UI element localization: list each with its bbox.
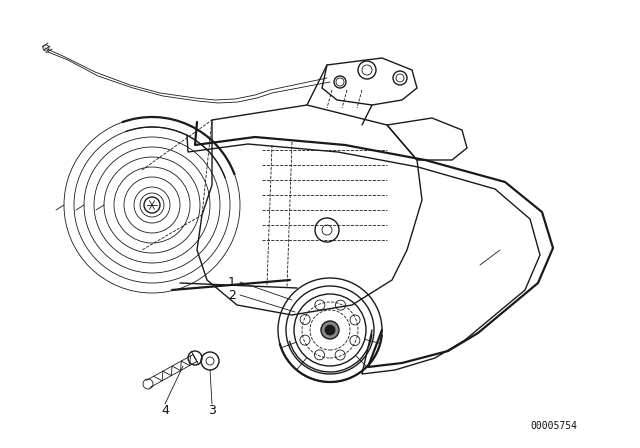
Text: 4: 4 (161, 404, 169, 417)
Text: 00005754: 00005754 (530, 421, 577, 431)
Text: 3: 3 (208, 404, 216, 417)
Circle shape (325, 325, 335, 335)
Text: 2: 2 (228, 289, 236, 302)
Circle shape (321, 321, 339, 339)
Text: 1: 1 (228, 276, 236, 289)
